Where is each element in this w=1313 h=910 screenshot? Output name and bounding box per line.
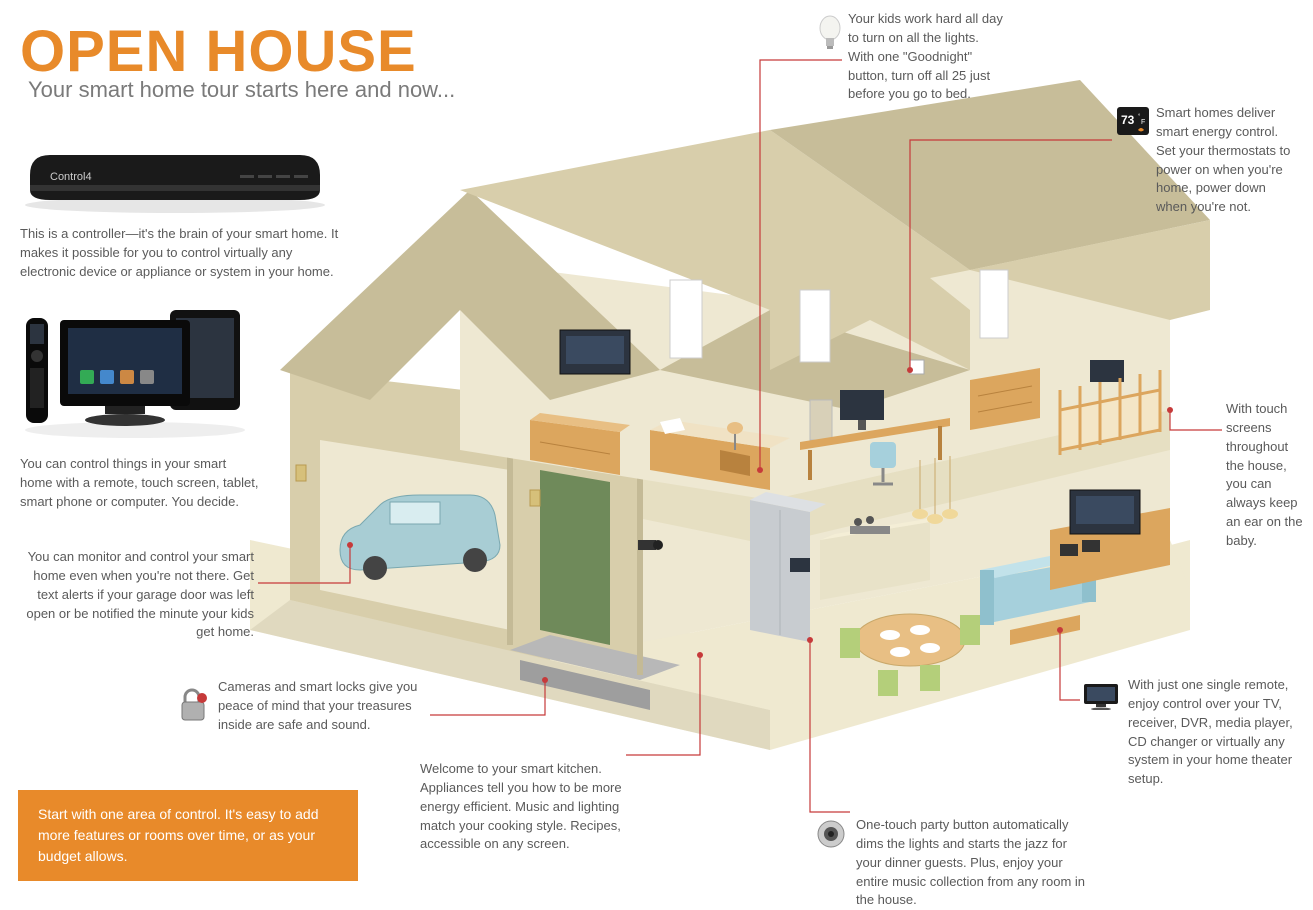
speaker-icon (816, 819, 846, 849)
thermostat-icon: 73 ° F (1116, 106, 1150, 136)
svg-text:F: F (1141, 119, 1145, 126)
callout-lights: Your kids work hard all day to turn on a… (848, 10, 1008, 104)
lightbulb-icon (818, 14, 842, 50)
callout-lock: Cameras and smart locks give you peace o… (218, 678, 438, 735)
house-illustration (210, 70, 1220, 770)
thermostat-readout: 73 (1121, 113, 1135, 127)
svg-text:Control4: Control4 (50, 171, 92, 183)
callout-thermostat: Smart homes deliver smart energy control… (1156, 104, 1296, 217)
callout-garage: You can monitor and control your smart h… (24, 548, 254, 642)
lock-icon (178, 688, 208, 722)
callout-tv: With just one single remote, enjoy contr… (1128, 676, 1298, 789)
tv-icon (1082, 682, 1120, 710)
callout-kitchen: Welcome to your smart kitchen. Appliance… (420, 760, 645, 854)
callout-party: One-touch party button automatically dim… (856, 816, 1086, 910)
footer-cta: Start with one area of control. It's eas… (18, 790, 358, 881)
callout-touch: With touch screens throughout the house,… (1226, 400, 1306, 551)
